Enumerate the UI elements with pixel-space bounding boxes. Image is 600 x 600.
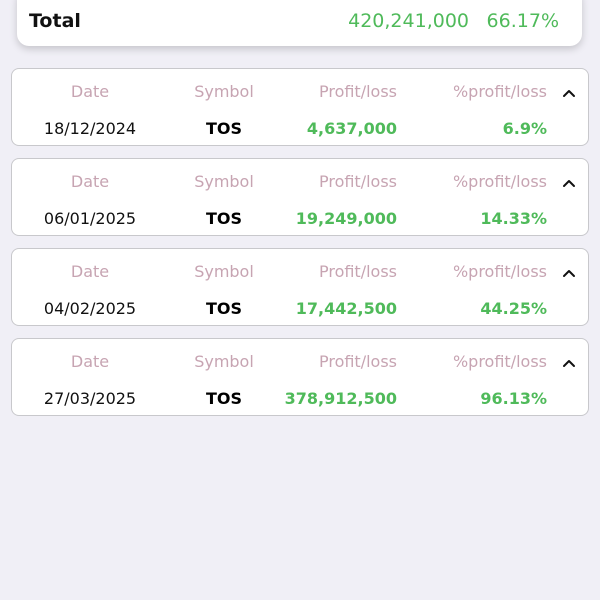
trade-date: 04/02/2025 [43, 299, 137, 318]
trade-percent-profit-loss: 14.33% [480, 209, 547, 228]
trade-symbol: TOS [205, 119, 243, 138]
total-profit-amount: 420,241,000 [348, 10, 469, 32]
column-header-date: Date [70, 352, 110, 371]
trade-percent-profit-loss: 6.9% [502, 119, 547, 138]
column-header-date: Date [70, 262, 110, 281]
column-header-percent-profit-loss: %profit/loss [452, 82, 547, 101]
column-header-symbol: Symbol [194, 82, 254, 101]
trade-percent-profit-loss: 44.25% [480, 299, 547, 318]
trade-date: 27/03/2025 [43, 389, 137, 408]
column-header-profit-loss: Profit/loss [318, 82, 397, 101]
trade-percent-profit-loss: 96.13% [480, 389, 547, 408]
trade-card[interactable]: Date Symbol Profit/loss %profit/loss 18/… [11, 68, 589, 146]
trade-symbol: TOS [205, 209, 243, 228]
trade-date: 06/01/2025 [43, 209, 137, 228]
column-header-symbol: Symbol [194, 262, 254, 281]
chevron-up-icon[interactable] [562, 177, 576, 189]
trade-symbol: TOS [205, 299, 243, 318]
chevron-up-icon[interactable] [562, 87, 576, 99]
column-header-symbol: Symbol [194, 352, 254, 371]
column-header-date: Date [70, 172, 110, 191]
column-header-date: Date [70, 82, 110, 101]
total-profit-percent: 66.17% [486, 10, 559, 32]
column-header-profit-loss: Profit/loss [318, 352, 397, 371]
trade-profit-loss: 378,912,500 [284, 389, 397, 408]
total-label: Total [29, 10, 81, 32]
column-header-profit-loss: Profit/loss [318, 172, 397, 191]
column-header-percent-profit-loss: %profit/loss [452, 352, 547, 371]
trade-date: 18/12/2024 [43, 119, 137, 138]
column-header-percent-profit-loss: %profit/loss [452, 262, 547, 281]
trade-list: Date Symbol Profit/loss %profit/loss 18/… [11, 68, 589, 428]
trade-profit-loss: 17,442,500 [295, 299, 397, 318]
total-summary-card: Total 420,241,000 66.17% [17, 0, 582, 46]
trade-profit-loss: 19,249,000 [295, 209, 397, 228]
trade-card[interactable]: Date Symbol Profit/loss %profit/loss 04/… [11, 248, 589, 326]
chevron-up-icon[interactable] [562, 357, 576, 369]
trade-symbol: TOS [205, 389, 243, 408]
column-header-profit-loss: Profit/loss [318, 262, 397, 281]
column-header-symbol: Symbol [194, 172, 254, 191]
chevron-up-icon[interactable] [562, 267, 576, 279]
trade-card[interactable]: Date Symbol Profit/loss %profit/loss 27/… [11, 338, 589, 416]
trade-card[interactable]: Date Symbol Profit/loss %profit/loss 06/… [11, 158, 589, 236]
trade-profit-loss: 4,637,000 [306, 119, 397, 138]
column-header-percent-profit-loss: %profit/loss [452, 172, 547, 191]
